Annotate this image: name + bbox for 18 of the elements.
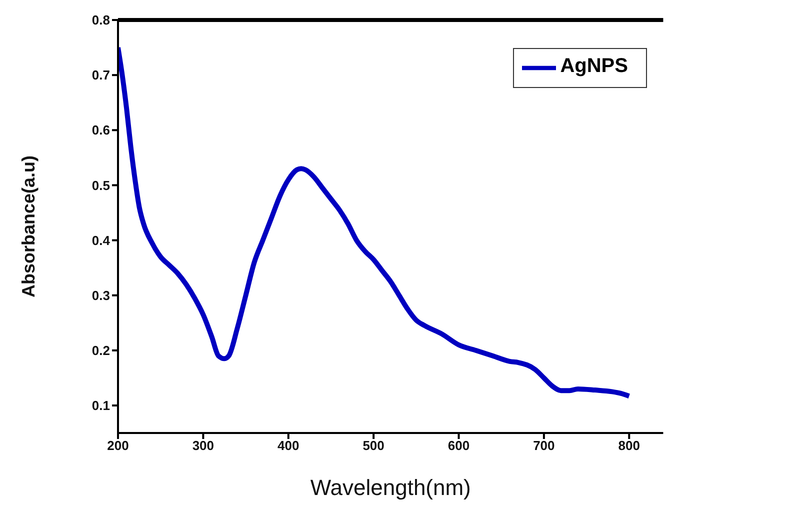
y-tick-label: 0.6 [92, 122, 110, 138]
x-tick-label: 200 [107, 438, 129, 454]
x-tick-label: 400 [278, 438, 300, 454]
y-axis-title: Absorbance(a.u) [18, 155, 38, 298]
y-tick-label: 0.2 [92, 343, 110, 358]
x-tick-label: 700 [533, 438, 555, 454]
y-tick-label: 0.8 [92, 12, 110, 28]
x-axis-title: Wavelength(nm) [310, 475, 471, 500]
y-tick-label: 0.5 [92, 178, 110, 193]
y-tick-label: 0.1 [92, 398, 110, 414]
y-tick-label: 0.4 [92, 232, 111, 248]
x-tick-label: 600 [448, 438, 470, 454]
y-tick-label: 0.7 [92, 68, 110, 83]
x-tick-label: 300 [192, 438, 214, 454]
x-tick-label: 500 [362, 438, 384, 454]
y-tick-label: 0.3 [92, 288, 110, 303]
x-tick-label: 800 [618, 438, 640, 454]
legend-label: AgNPS [560, 55, 628, 78]
